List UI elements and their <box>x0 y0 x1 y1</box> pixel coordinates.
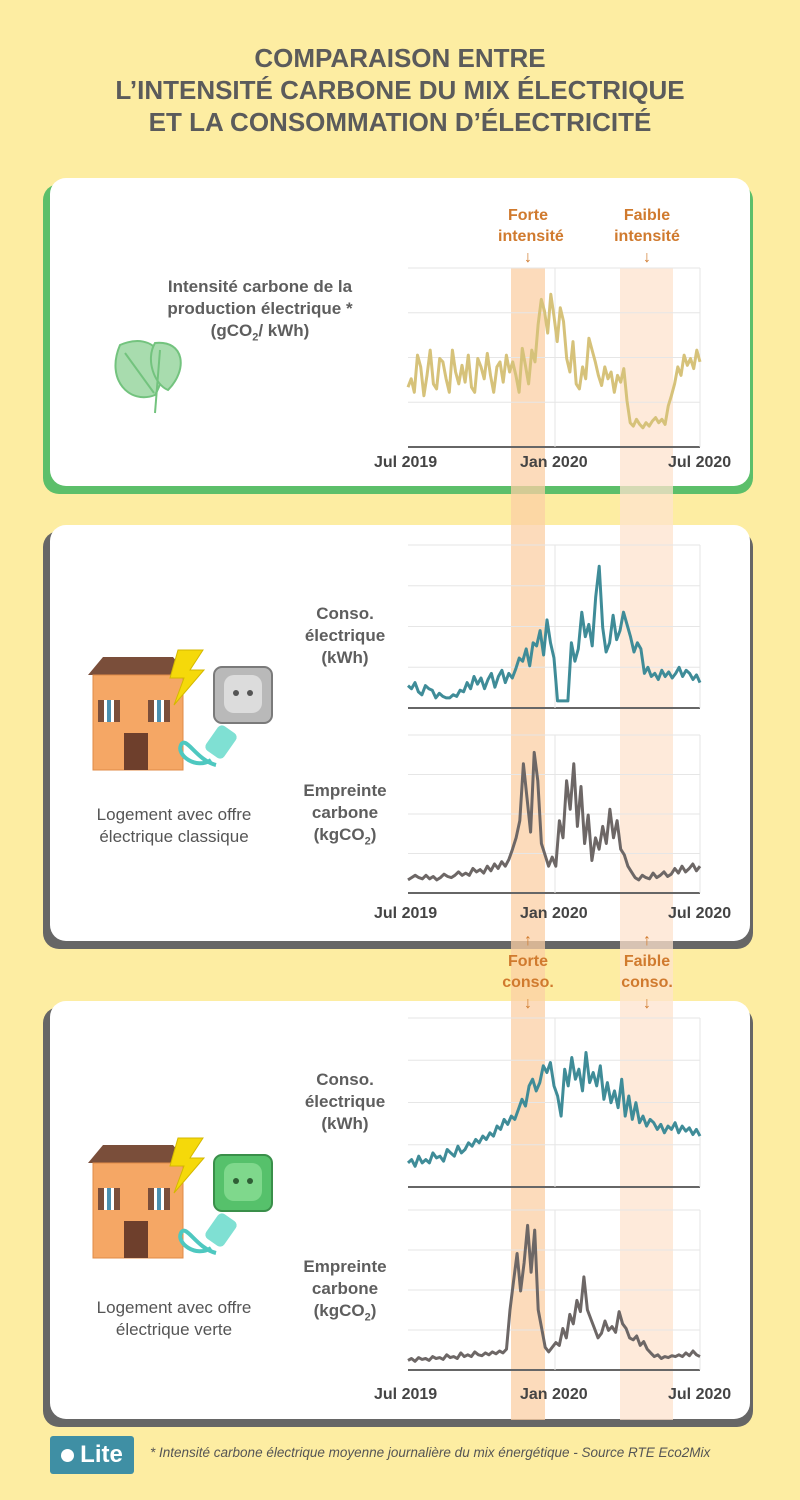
house-icon <box>78 1133 278 1268</box>
x-tick-jan2020: Jan 2020 <box>520 1386 588 1403</box>
series-line-4 <box>407 1223 701 1363</box>
forte-conso-label: ↑ Forte conso. ↓ <box>478 930 578 1014</box>
arrow-down-icon: ↓ <box>524 995 532 1012</box>
series-line-3 <box>406 1051 702 1168</box>
x-tick-jul2019: Jul 2019 <box>374 1386 438 1403</box>
series-line-0 <box>406 292 702 430</box>
x-tick-jul2019: Jul 2019 <box>374 454 438 471</box>
grey-socket-icon <box>176 665 286 780</box>
house-icon <box>78 645 278 780</box>
conso-label-green: Conso. électrique (kWh) <box>304 1070 386 1133</box>
arrow-down-icon: ↓ <box>643 249 651 266</box>
carbon-label-classic: Empreinte carbone (kgCO2) <box>303 781 387 848</box>
series-line-1 <box>407 564 702 703</box>
x-tick-jul2019: Jul 2019 <box>374 905 438 922</box>
arrow-down-icon: ↓ <box>643 995 651 1012</box>
intensity-label: Intensité carbone de la production élect… <box>167 277 353 344</box>
leaf-icon <box>100 325 190 420</box>
series-line-2 <box>407 750 702 882</box>
faible-intensite-label: Faible intensité ↓ <box>597 205 697 268</box>
x-tick-jul2020: Jul 2020 <box>668 1386 732 1403</box>
forte-intensite-label: Forte intensité ↓ <box>478 205 578 268</box>
conso-label-classic: Conso. électrique (kWh) <box>304 604 386 667</box>
footnote: * Intensité carbone électrique moyenne j… <box>150 1445 711 1460</box>
x-tick-jul2020: Jul 2020 <box>668 905 732 922</box>
carbon-label-green: Empreinte carbone (kgCO2) <box>303 1257 387 1324</box>
arrow-up-icon: ↑ <box>643 932 651 949</box>
page-title: COMPARAISON ENTRE L’INTENSITÉ CARBONE DU… <box>0 42 800 138</box>
lite-logo[interactable]: Lite <box>50 1436 134 1474</box>
faible-conso-label: ↑ Faible conso. ↓ <box>597 930 697 1014</box>
green-socket-icon <box>176 1153 286 1268</box>
chart-lines <box>406 292 702 1363</box>
title-line-3: ET LA CONSOMMATION D’ÉLECTRICITÉ <box>148 107 652 137</box>
house-label-green: Logement avec offre électrique verte <box>96 1298 252 1339</box>
x-tick-jul2020: Jul 2020 <box>668 454 732 471</box>
house-label-classic: Logement avec offre électrique classique <box>96 805 252 846</box>
arrow-up-icon: ↑ <box>524 932 532 949</box>
x-tick-jan2020: Jan 2020 <box>520 454 588 471</box>
faible-band <box>620 268 673 1420</box>
arrow-down-icon: ↓ <box>524 249 532 266</box>
logo-dot-icon <box>61 1448 75 1462</box>
title-line-1: COMPARAISON ENTRE <box>254 43 546 73</box>
title-line-2: L’INTENSITÉ CARBONE DU MIX ÉLECTRIQUE <box>115 75 685 105</box>
x-tick-jan2020: Jan 2020 <box>520 905 588 922</box>
